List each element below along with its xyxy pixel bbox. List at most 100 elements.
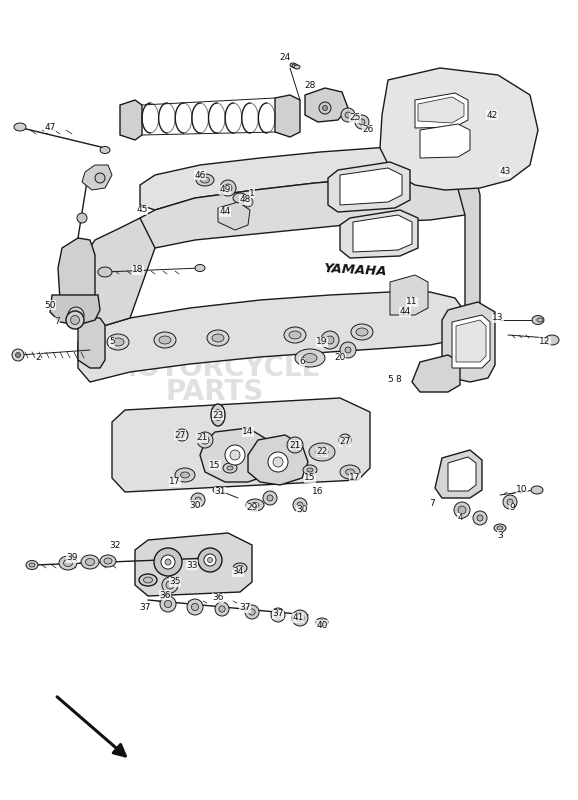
Polygon shape <box>452 315 490 368</box>
Polygon shape <box>82 165 112 190</box>
Text: 30: 30 <box>297 506 307 514</box>
Text: 21: 21 <box>290 441 301 450</box>
Circle shape <box>195 497 201 503</box>
Circle shape <box>220 180 236 196</box>
Text: 27: 27 <box>339 438 351 446</box>
Polygon shape <box>328 162 410 212</box>
Ellipse shape <box>207 330 229 346</box>
Ellipse shape <box>26 561 38 570</box>
Polygon shape <box>218 202 250 230</box>
Ellipse shape <box>356 328 368 336</box>
Circle shape <box>271 608 285 622</box>
Polygon shape <box>340 168 402 205</box>
Polygon shape <box>78 292 465 382</box>
Polygon shape <box>78 218 155 330</box>
Ellipse shape <box>295 349 325 367</box>
Ellipse shape <box>104 558 112 564</box>
Polygon shape <box>448 457 476 491</box>
Text: 33: 33 <box>186 561 198 570</box>
Text: 50: 50 <box>45 301 55 310</box>
Circle shape <box>339 434 351 446</box>
Ellipse shape <box>154 332 176 348</box>
Text: 37: 37 <box>272 610 284 618</box>
Circle shape <box>225 445 245 465</box>
Ellipse shape <box>201 177 209 183</box>
Circle shape <box>72 311 80 319</box>
Circle shape <box>219 606 225 612</box>
Ellipse shape <box>59 556 77 570</box>
Ellipse shape <box>294 65 300 69</box>
Polygon shape <box>140 176 465 248</box>
Polygon shape <box>380 68 538 190</box>
Ellipse shape <box>284 327 306 343</box>
Ellipse shape <box>100 555 116 567</box>
Text: 23: 23 <box>212 410 224 419</box>
Text: 20: 20 <box>334 354 346 362</box>
Circle shape <box>503 495 517 509</box>
Ellipse shape <box>309 443 335 461</box>
Text: 15: 15 <box>304 474 316 482</box>
Circle shape <box>249 609 255 615</box>
Circle shape <box>355 115 369 129</box>
Circle shape <box>319 102 331 114</box>
Circle shape <box>166 581 174 589</box>
Ellipse shape <box>112 338 124 346</box>
Text: 31: 31 <box>214 487 226 497</box>
Ellipse shape <box>316 618 328 626</box>
Text: 36: 36 <box>160 590 171 599</box>
Ellipse shape <box>351 324 373 340</box>
Polygon shape <box>412 355 460 392</box>
Ellipse shape <box>29 563 35 567</box>
Text: 3: 3 <box>497 530 503 539</box>
Circle shape <box>477 515 483 521</box>
Circle shape <box>340 342 356 358</box>
Polygon shape <box>390 275 428 315</box>
Text: 37: 37 <box>239 603 251 613</box>
Ellipse shape <box>175 468 195 482</box>
Text: MOTORCYCLE: MOTORCYCLE <box>109 354 321 382</box>
Polygon shape <box>340 210 418 258</box>
Circle shape <box>95 173 105 183</box>
Circle shape <box>273 457 283 467</box>
Ellipse shape <box>100 146 110 154</box>
Text: 7: 7 <box>54 318 60 326</box>
Circle shape <box>198 548 222 572</box>
Circle shape <box>154 548 182 576</box>
Ellipse shape <box>107 334 129 350</box>
Ellipse shape <box>316 448 328 456</box>
Circle shape <box>359 119 365 125</box>
Circle shape <box>473 511 487 525</box>
Ellipse shape <box>289 331 301 339</box>
Circle shape <box>507 499 513 505</box>
Polygon shape <box>420 124 470 158</box>
Ellipse shape <box>212 334 224 342</box>
Circle shape <box>245 605 259 619</box>
Text: 12: 12 <box>539 338 551 346</box>
Text: 28: 28 <box>304 81 316 90</box>
Circle shape <box>68 307 84 323</box>
Circle shape <box>191 603 199 610</box>
Text: 43: 43 <box>499 167 511 177</box>
Ellipse shape <box>303 354 317 362</box>
Text: 9: 9 <box>509 503 515 513</box>
Circle shape <box>291 441 299 449</box>
Circle shape <box>197 432 213 448</box>
Circle shape <box>66 311 84 329</box>
Text: 48: 48 <box>239 195 251 205</box>
Ellipse shape <box>98 267 112 277</box>
Polygon shape <box>305 88 348 122</box>
Polygon shape <box>200 428 275 482</box>
Text: 34: 34 <box>232 567 244 577</box>
Text: 6: 6 <box>299 358 305 366</box>
Text: 14: 14 <box>242 427 254 437</box>
Circle shape <box>176 429 188 441</box>
Text: 5: 5 <box>109 338 115 346</box>
Circle shape <box>343 438 347 442</box>
Circle shape <box>323 106 328 110</box>
Ellipse shape <box>143 577 153 583</box>
Ellipse shape <box>494 524 506 532</box>
Ellipse shape <box>545 335 559 345</box>
Circle shape <box>345 347 351 353</box>
Ellipse shape <box>196 174 214 186</box>
Text: 27: 27 <box>175 430 186 439</box>
